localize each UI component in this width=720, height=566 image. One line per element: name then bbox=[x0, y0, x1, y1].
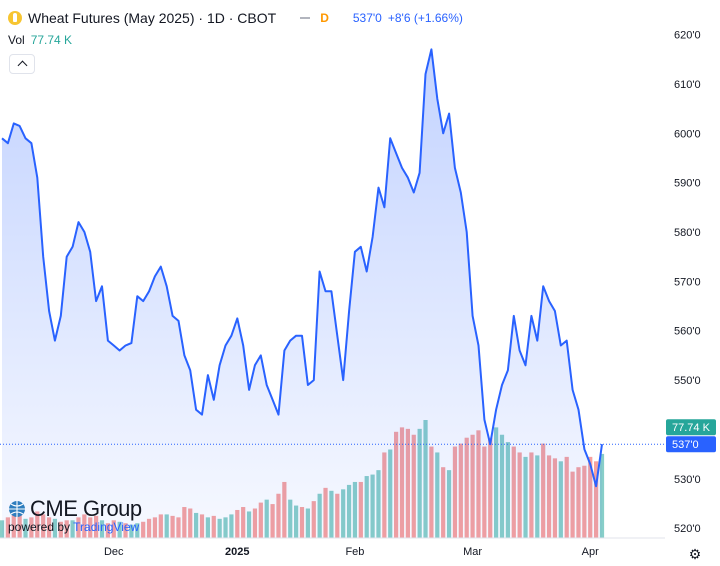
time-tick-label: Apr bbox=[582, 546, 599, 558]
price-tick-label: 610'0 bbox=[674, 79, 701, 91]
gear-icon[interactable]: ⚙ bbox=[688, 546, 702, 562]
volume-value-badge: 77.74 K bbox=[666, 419, 716, 436]
volume-label[interactable]: Vol bbox=[8, 33, 25, 47]
time-axis[interactable]: Dec 2025 Feb Mar Apr bbox=[104, 546, 599, 558]
time-tick-label: Mar bbox=[463, 546, 482, 558]
price-line bbox=[1, 48, 603, 488]
chevron-up-icon bbox=[17, 60, 27, 71]
wheat-symbol-icon bbox=[8, 11, 22, 25]
chart-header: Wheat Futures (May 2025) · 1D · CBOT D 5… bbox=[8, 8, 463, 28]
symbol-title[interactable]: Wheat Futures (May 2025) · 1D · CBOT bbox=[28, 10, 277, 26]
price-tick-label: 570'0 bbox=[674, 276, 701, 288]
price-tick-label: 550'0 bbox=[674, 375, 701, 387]
price-change: +8'6 (+1.66%) bbox=[387, 11, 463, 25]
delayed-data-badge[interactable]: D bbox=[320, 11, 329, 25]
globe-icon bbox=[9, 501, 25, 517]
volume-value-badge-text: 77.74 K bbox=[672, 422, 711, 434]
powered-by[interactable]: powered by TradingView bbox=[8, 520, 139, 534]
volume-legend: Vol 77.74 K bbox=[8, 33, 72, 47]
last-price-badge-text: 537'0 bbox=[672, 439, 699, 451]
last-price-badge: 537'0 bbox=[666, 436, 716, 453]
volume-value-badge-bg bbox=[666, 419, 716, 436]
last-price: 537'0 bbox=[352, 11, 382, 25]
price-axis[interactable]: 620'0 610'0 600'0 590'0 580'0 570'0 560'0 550'0… bbox=[674, 30, 701, 536]
axis-badges: 77.74 K 537'0 bbox=[666, 419, 716, 453]
price-tick-label: 560'0 bbox=[674, 326, 701, 338]
price-area-fill bbox=[2, 49, 602, 539]
collapse-legend-button[interactable] bbox=[9, 54, 35, 74]
price-tick-label: 520'0 bbox=[674, 523, 701, 535]
price-tick-label: 530'0 bbox=[674, 474, 701, 486]
tradingview-brand: TradingView bbox=[73, 520, 140, 534]
volume-value: 77.74 K bbox=[30, 33, 73, 47]
price-tick-label: 600'0 bbox=[674, 128, 701, 140]
logo-text: CME Group bbox=[30, 496, 142, 521]
powered-prefix: powered by bbox=[8, 520, 71, 534]
time-tick-label: Dec bbox=[104, 546, 124, 558]
price-tick-label: 580'0 bbox=[674, 227, 701, 239]
minus-icon[interactable] bbox=[300, 17, 311, 19]
time-tick-label: 2025 bbox=[225, 546, 249, 558]
price-tick-label: 620'0 bbox=[674, 30, 701, 42]
time-tick-label: Feb bbox=[345, 546, 364, 558]
cme-group-logo: CME Group bbox=[8, 496, 142, 522]
price-tick-label: 590'0 bbox=[674, 178, 701, 190]
last-price-badge-bg bbox=[666, 436, 716, 453]
